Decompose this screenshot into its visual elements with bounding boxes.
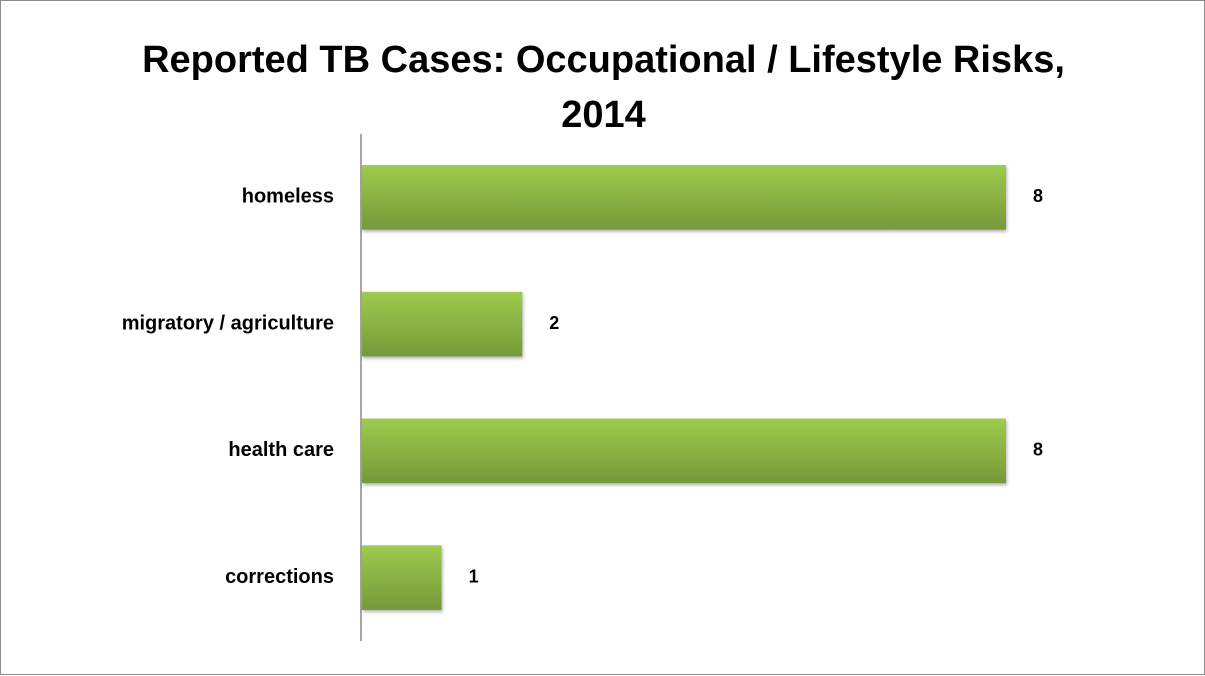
- data-label: 2: [549, 313, 559, 333]
- bar: [362, 165, 1006, 230]
- y-tick-label: migratory / agriculture: [122, 312, 334, 334]
- y-tick-label: homeless: [242, 186, 334, 208]
- bar: [362, 291, 523, 357]
- bar: [362, 418, 1006, 484]
- data-label: 8: [1033, 186, 1043, 206]
- data-label: 8: [1033, 440, 1043, 460]
- y-tick-label: health care: [228, 439, 334, 461]
- bar: [362, 545, 442, 610]
- y-tick-label: corrections: [225, 566, 334, 588]
- data-label: 1: [469, 566, 479, 586]
- chart-title: Reported TB Cases: Occupational / Lifest…: [142, 39, 1065, 136]
